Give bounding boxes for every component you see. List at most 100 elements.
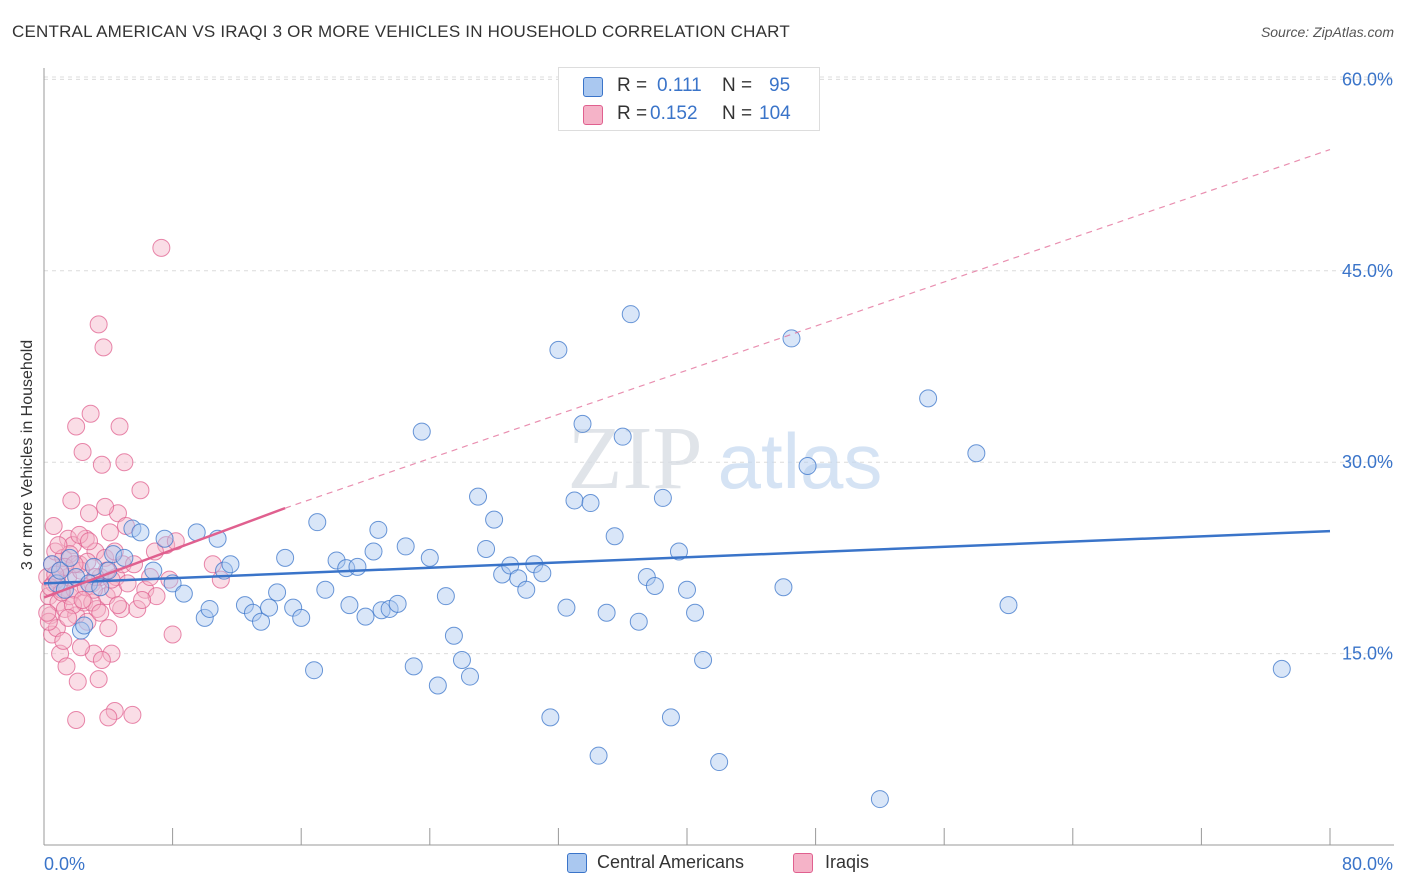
central-american-point	[653, 488, 672, 507]
iraqi-point	[67, 710, 86, 729]
central-american-point	[1272, 659, 1291, 678]
iraqis-points	[38, 238, 230, 729]
central-american-point	[999, 596, 1018, 615]
central-american-point	[340, 596, 359, 615]
central-american-point	[356, 607, 375, 626]
n-label: N =	[722, 103, 753, 124]
legend-pink-swatch	[793, 853, 813, 873]
central-american-point	[115, 548, 134, 567]
watermark: ZIP atlas	[568, 409, 883, 508]
central-american-point	[84, 557, 103, 576]
iraqi-point	[44, 517, 63, 535]
central-american-point	[436, 587, 455, 606]
iraqis-trend-line	[43, 506, 286, 599]
central-american-point	[404, 657, 423, 676]
central-american-point	[581, 494, 600, 513]
pink-r-value: 0.152	[650, 103, 698, 124]
central-american-point	[308, 513, 327, 532]
pink-swatch	[583, 105, 603, 125]
iraqi-point	[49, 536, 68, 555]
iraqi-point	[100, 523, 119, 542]
axes	[43, 68, 1394, 846]
iraqi-point	[73, 591, 92, 610]
central-american-point	[276, 548, 295, 567]
x-tick-label-max: 80.0%	[1342, 854, 1393, 874]
central-american-point	[686, 603, 705, 622]
iraqi-point	[128, 599, 147, 618]
iraqi-point	[92, 455, 111, 474]
iraqi-point	[39, 612, 58, 631]
stats-box: R = 0.111 N = 95 R = 0.152 N = 104	[558, 67, 820, 131]
blue-n-value: 95	[769, 75, 791, 96]
legend-blue-swatch	[567, 853, 587, 873]
iraqi-point	[80, 532, 99, 551]
central-american-point	[348, 557, 367, 576]
central-american-point	[469, 487, 488, 506]
central-american-point	[661, 708, 680, 727]
y-tick-label: 60.0%	[1342, 69, 1393, 89]
central-american-point	[252, 612, 271, 631]
iraqi-point	[62, 491, 81, 510]
central-american-point	[444, 626, 463, 645]
iraqi-point	[96, 497, 115, 516]
y-tick-label: 30.0%	[1342, 452, 1393, 472]
central-american-point	[60, 548, 79, 567]
central-american-point	[919, 389, 938, 408]
gridlines	[44, 76, 1394, 655]
source-label: Source: ZipAtlas.com	[1260, 24, 1394, 40]
iraqi-point	[133, 591, 152, 610]
iraqi-point	[123, 705, 142, 724]
iraqi-point	[203, 555, 222, 574]
central-american-point	[260, 598, 279, 617]
central-american-point	[541, 708, 560, 727]
iraqi-point	[92, 650, 111, 669]
iraqi-point	[81, 404, 100, 423]
blue-r-value: 0.111	[657, 75, 702, 96]
central-american-point	[597, 603, 616, 622]
central-american-point	[573, 414, 592, 433]
central-american-point	[316, 580, 335, 599]
iraqi-point	[68, 672, 87, 691]
iraqi-point	[102, 644, 121, 663]
iraqi-point	[54, 631, 73, 650]
iraqi-point	[38, 603, 57, 622]
trend-lines	[43, 149, 1331, 599]
watermark-zip: ZIP	[568, 409, 703, 508]
central-american-point	[131, 523, 150, 542]
iraqi-point	[163, 625, 182, 644]
y-tick-label: 45.0%	[1342, 261, 1393, 281]
iraqi-point	[59, 608, 78, 627]
central-american-point	[774, 578, 793, 597]
iraqi-point	[99, 619, 118, 638]
central-american-point	[452, 650, 471, 669]
central-american-point	[396, 537, 415, 556]
central-american-point	[782, 329, 801, 348]
legend-iraqis[interactable]: Iraqis	[825, 852, 870, 872]
central-american-point	[144, 561, 163, 580]
central-american-point	[967, 444, 986, 463]
stats-row-pink: R = 0.152 N = 104	[559, 100, 819, 128]
iraqi-point	[59, 529, 78, 548]
iraqi-point	[118, 574, 137, 593]
y-tick-labels: 15.0% 30.0% 45.0% 60.0%	[1342, 69, 1393, 663]
central-american-point	[798, 457, 817, 476]
iraqi-point	[105, 702, 124, 721]
central-american-point	[200, 599, 219, 618]
central-american-point	[870, 790, 889, 809]
x-ticks	[43, 828, 1331, 845]
central-american-point	[221, 555, 240, 574]
central-american-point	[327, 551, 346, 570]
central-american-point	[155, 529, 174, 548]
iraqi-point	[89, 670, 108, 689]
central-american-point	[557, 598, 576, 617]
legend-central-americans[interactable]: Central Americans	[597, 852, 745, 872]
iraqis-trend-extension	[284, 149, 1331, 509]
central-american-point	[678, 580, 696, 599]
x-tick-label-min: 0.0%	[44, 854, 85, 874]
chart-title: CENTRAL AMERICAN VS IRAQI 3 OR MORE VEHI…	[12, 22, 790, 41]
central-american-point	[75, 616, 94, 635]
iraqi-point	[89, 315, 108, 334]
central-american-point	[412, 422, 431, 441]
iraqi-point	[73, 442, 92, 461]
central-american-point	[645, 576, 664, 595]
